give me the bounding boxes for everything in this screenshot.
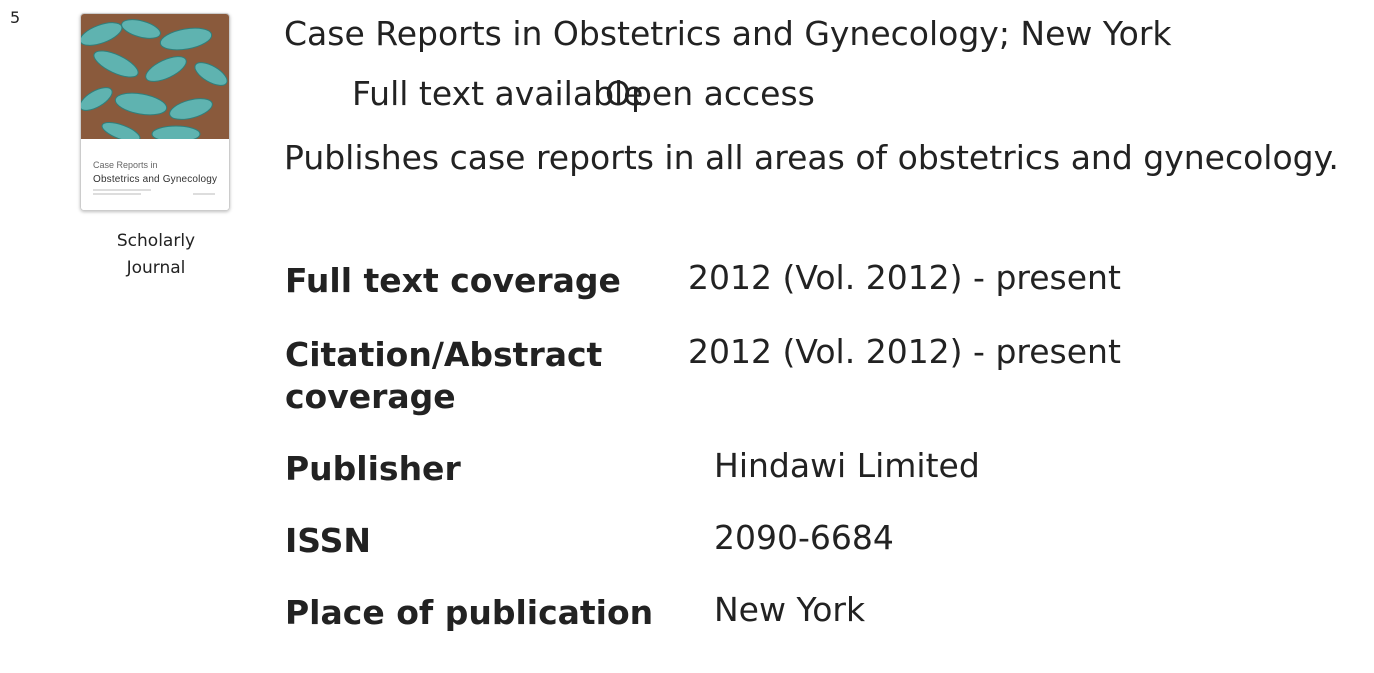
field-label: ISSN: [285, 520, 695, 562]
journal-title[interactable]: Case Reports in Obstetrics and Gynecolog…: [284, 14, 1172, 53]
badge[interactable]: Open access: [605, 74, 815, 113]
cover-text: Obstetrics and Gynecology: [93, 174, 217, 185]
field-label: Place of publication: [285, 592, 695, 634]
cover-image: Case Reports in Obstetrics and Gynecolog…: [81, 14, 229, 210]
badge[interactable]: Full text available: [352, 74, 644, 113]
field-value: 2012 (Vol. 2012) - present: [688, 258, 1121, 297]
page: 5 Case Reports in Obstetrics and Gynecol…: [0, 0, 1374, 673]
field-value: 2090-6684: [714, 518, 894, 557]
result-number: 5: [10, 8, 20, 27]
journal-cover[interactable]: Case Reports in Obstetrics and Gynecolog…: [80, 13, 230, 211]
cover-text: Case Reports in: [93, 160, 158, 170]
description: Publishes case reports in all areas of o…: [284, 126, 1354, 189]
document-type: Scholarly Journal: [110, 228, 202, 282]
field-label: Publisher: [285, 448, 695, 490]
field-value: 2012 (Vol. 2012) - present: [688, 332, 1121, 371]
field-label: Full text coverage: [285, 260, 695, 302]
field-value: Hindawi Limited: [714, 446, 980, 485]
field-value: New York: [714, 590, 865, 629]
field-label: Citation/Abstract coverage: [285, 334, 695, 418]
